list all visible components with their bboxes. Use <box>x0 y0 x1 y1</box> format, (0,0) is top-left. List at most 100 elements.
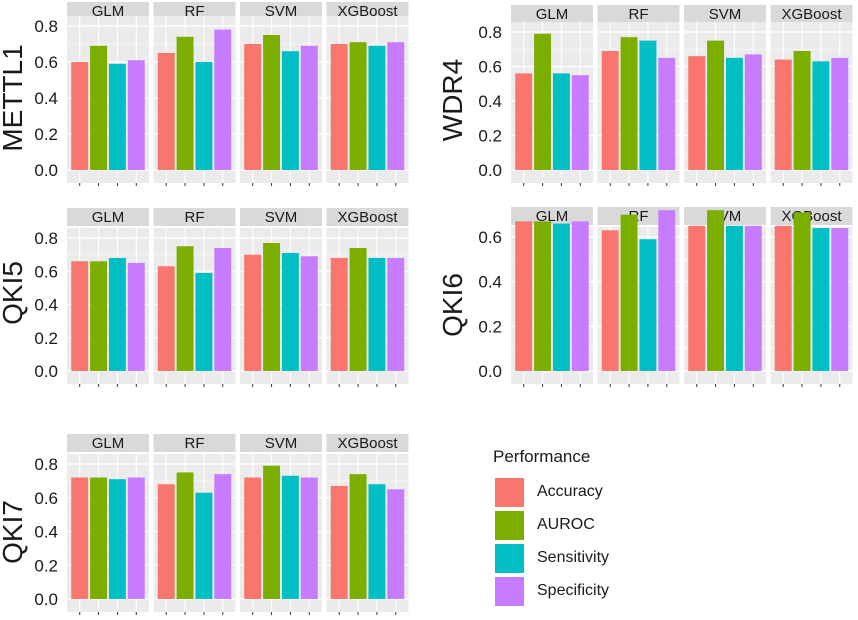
bar-mettl1-svm-sensitivity <box>281 51 299 171</box>
legend-item-auroc: AUROC <box>493 509 693 542</box>
bar-qki7-xgboost-auroc <box>349 474 367 599</box>
facet-strip-rf <box>153 2 236 20</box>
y-tick-label: 0.0 <box>478 362 502 381</box>
bar-qki7-xgboost-sensitivity <box>368 484 386 599</box>
bar-mettl1-glm-accuracy <box>71 62 89 170</box>
chart-panel-qki5: QKI5 0.0 0.2 0.4 0.6 0.8 GLM RF SVM XGBoost <box>0 208 409 387</box>
bar-mettl1-svm-specificity <box>300 45 318 170</box>
y-tick-label: 0.4 <box>34 89 58 108</box>
facet-label-svm: SVM <box>265 435 298 452</box>
bar-qki7-svm-sensitivity <box>281 475 299 599</box>
bar-mettl1-xgboost-sensitivity <box>368 45 386 170</box>
legend-item-sensitivity: Sensitivity <box>493 542 693 575</box>
facet-strip-svm <box>684 207 766 225</box>
facet-strip-xgboost <box>770 207 853 225</box>
bar-mettl1-xgboost-auroc <box>349 42 367 171</box>
bar-qki7-rf-auroc <box>176 472 194 599</box>
bar-qki6-glm-specificity <box>571 221 589 371</box>
y-axis-label-qki7: QKI7 <box>0 500 28 564</box>
y-axis-label-wdr4: WDR4 <box>437 59 468 141</box>
y-tick-label: 0.8 <box>34 229 58 248</box>
facet-strip-rf <box>153 434 236 452</box>
facet-label-xgboost: XGBoost <box>781 208 842 225</box>
bar-wdr4-glm-sensitivity <box>552 73 570 170</box>
facet-label-svm: SVM <box>709 6 742 23</box>
y-tick-label: 0.0 <box>34 161 58 180</box>
bar-mettl1-rf-specificity <box>214 29 232 170</box>
y-tick-label: 0.0 <box>34 362 58 381</box>
legend-key-auroc <box>493 509 526 542</box>
bar-qki7-glm-auroc <box>90 477 108 599</box>
bar-wdr4-xgboost-accuracy <box>774 59 792 170</box>
legend-title: Performance <box>493 447 591 466</box>
bar-qki6-rf-sensitivity <box>639 239 657 371</box>
y-tick-label: 0.0 <box>478 161 502 180</box>
bar-wdr4-rf-sensitivity <box>639 40 657 170</box>
legend-key-sensitivity <box>493 542 526 575</box>
legend-label-sensitivity: Sensitivity <box>537 549 610 566</box>
y-tick-label: 0.0 <box>34 590 58 609</box>
bar-mettl1-glm-sensitivity <box>108 63 126 170</box>
bar-wdr4-rf-specificity <box>658 57 676 170</box>
y-tick-label: 0.8 <box>34 17 58 36</box>
bar-qki5-rf-sensitivity <box>195 272 213 371</box>
bar-qki7-svm-specificity <box>300 477 318 599</box>
bar-mettl1-rf-auroc <box>176 36 194 170</box>
facet-label-xgboost: XGBoost <box>337 209 398 226</box>
y-tick-label: 0.2 <box>34 329 58 348</box>
facet-strip-svm <box>684 5 766 23</box>
bar-mettl1-svm-accuracy <box>244 44 262 170</box>
facet-strip-svm <box>240 434 322 452</box>
y-axis-label-qki6: QKI6 <box>437 273 468 337</box>
bar-qki5-xgboost-specificity <box>387 257 405 371</box>
bar-qki7-glm-specificity <box>127 477 145 599</box>
legend-item-specificity: Specificity <box>493 575 693 608</box>
legend-item-accuracy: Accuracy <box>493 476 693 509</box>
bar-mettl1-rf-accuracy <box>157 53 175 170</box>
facet-label-glm: GLM <box>92 3 125 20</box>
facet-strip-glm <box>67 208 149 226</box>
bar-qki5-glm-sensitivity <box>108 257 126 371</box>
y-tick-label: 0.2 <box>478 317 502 336</box>
facet-label-glm: GLM <box>92 435 125 452</box>
y-axis-label-mettl1: METTL1 <box>0 44 28 151</box>
facet-strip-glm <box>511 5 593 23</box>
y-axis-label-qki5: QKI5 <box>0 261 28 325</box>
bar-wdr4-xgboost-specificity <box>831 57 849 170</box>
bar-wdr4-rf-accuracy <box>601 50 619 170</box>
facet-strip-glm <box>511 207 593 225</box>
y-tick-label: 0.6 <box>478 58 502 77</box>
legend-key-specificity <box>493 575 526 608</box>
bar-mettl1-xgboost-accuracy <box>330 44 348 170</box>
facet-strip-xgboost <box>770 5 853 23</box>
bar-qki6-rf-auroc <box>620 214 638 371</box>
bar-wdr4-glm-auroc <box>534 33 552 170</box>
facet-label-xgboost: XGBoost <box>337 3 398 20</box>
y-tick-label: 0.6 <box>34 489 58 508</box>
bar-mettl1-rf-sensitivity <box>195 62 213 170</box>
facet-strip-svm <box>240 208 322 226</box>
bar-wdr4-xgboost-auroc <box>793 50 811 170</box>
bar-qki7-svm-auroc <box>263 465 281 599</box>
bar-qki6-xgboost-accuracy <box>774 225 792 371</box>
chart-panel-mettl1: METTL1 0.0 0.2 0.4 0.6 0.8 GLM RF SVM XGBoost <box>0 2 409 186</box>
facet-strip-glm <box>67 434 149 452</box>
bar-qki6-glm-sensitivity <box>552 223 570 371</box>
bar-qki7-xgboost-accuracy <box>330 485 348 599</box>
bar-qki6-xgboost-sensitivity <box>812 228 830 371</box>
bar-qki5-rf-specificity <box>214 247 232 371</box>
facet-label-rf: RF <box>185 209 205 226</box>
facet-label-rf: RF <box>629 6 649 23</box>
y-tick-label: 0.4 <box>34 296 58 315</box>
facet-strip-glm <box>67 2 149 20</box>
y-tick-label: 0.2 <box>478 127 502 146</box>
y-tick-label: 0.2 <box>34 125 58 144</box>
bar-wdr4-glm-specificity <box>571 75 589 170</box>
bar-qki5-svm-sensitivity <box>281 252 299 371</box>
bar-qki6-glm-accuracy <box>515 221 533 371</box>
facet-strip-svm <box>240 2 322 20</box>
y-tick-label: 0.8 <box>34 455 58 474</box>
bar-wdr4-svm-sensitivity <box>725 57 743 170</box>
bar-qki5-rf-accuracy <box>157 266 175 371</box>
